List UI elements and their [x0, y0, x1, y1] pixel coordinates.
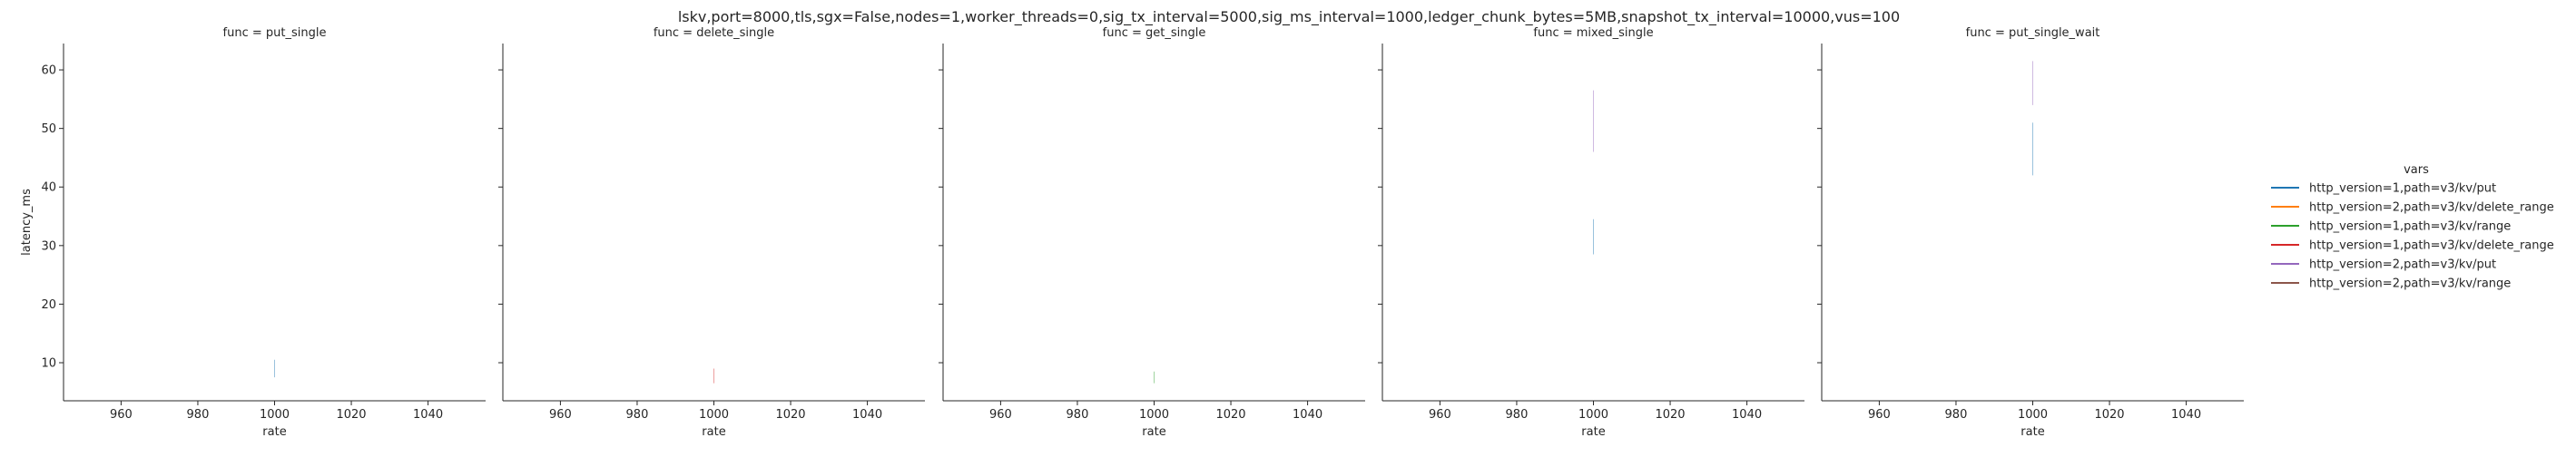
x-tick-label: 980: [187, 408, 210, 422]
legend-label: http_version=2,path=v3/kv/delete_range: [2309, 201, 2554, 215]
panel-title: func = mixed_single: [1533, 26, 1653, 40]
x-tick-label: 1020: [336, 408, 366, 422]
legend-label: http_version=2,path=v3/kv/range: [2309, 277, 2511, 291]
legend-title: vars: [2404, 163, 2429, 177]
panel-title: func = put_single: [223, 26, 327, 40]
x-tick-label: 980: [626, 408, 649, 422]
x-tick-label: 1040: [413, 408, 443, 422]
x-tick-label: 1000: [1139, 408, 1169, 422]
facet-panel: func = put_single_wait 960 980 1000 1020 1040…: [1817, 26, 2244, 439]
x-axis-label: rate: [1142, 425, 1165, 439]
y-tick-label: 20: [41, 298, 56, 312]
panel-title: func = get_single: [1103, 26, 1206, 40]
x-axis-label: rate: [1581, 425, 1605, 439]
panel-title: func = delete_single: [654, 26, 774, 40]
x-axis-label: rate: [2020, 425, 2044, 439]
x-tick-label: 1040: [2171, 408, 2201, 422]
x-axis-label: rate: [702, 425, 725, 439]
facet-panel: func = mixed_single 960 980 1000 1020 1040 rat…: [1378, 26, 1804, 439]
x-tick-label: 1020: [1655, 408, 1685, 422]
legend-label: http_version=1,path=v3/kv/range: [2309, 220, 2511, 234]
x-tick-label: 1040: [1732, 408, 1762, 422]
y-tick-label: 60: [41, 64, 56, 78]
panel-title: func = put_single_wait: [1966, 26, 2100, 40]
y-tick-label: 50: [41, 122, 56, 136]
y-tick-label: 30: [41, 239, 56, 253]
x-tick-label: 1020: [775, 408, 805, 422]
facet-panel: func = delete_single 960 980 1000 1020 1040 ra…: [498, 26, 925, 439]
x-tick-label: 980: [1067, 408, 1089, 422]
chart-title: lskv,port=8000,tls,sgx=False,nodes=1,wor…: [678, 8, 1900, 26]
x-tick-label: 1000: [1578, 408, 1608, 422]
x-tick-label: 960: [110, 408, 133, 422]
legend: vars http_version=1,path=v3/kv/put http_ve…: [2271, 163, 2554, 291]
legend-label: http_version=1,path=v3/kv/delete_range: [2309, 239, 2554, 253]
x-tick-label: 1040: [1293, 408, 1322, 422]
x-tick-label: 1000: [699, 408, 729, 422]
x-axis-label: rate: [262, 425, 286, 439]
y-tick-label: 10: [41, 357, 56, 371]
y-tick-label: 40: [41, 181, 56, 195]
x-tick-label: 960: [1868, 408, 1891, 422]
legend-label: http_version=1,path=v3/kv/put: [2309, 182, 2496, 196]
x-tick-label: 980: [1506, 408, 1529, 422]
x-tick-label: 1040: [852, 408, 882, 422]
x-tick-label: 1000: [260, 408, 290, 422]
x-tick-label: 960: [1429, 408, 1451, 422]
x-tick-label: 1000: [2018, 408, 2048, 422]
x-tick-label: 960: [549, 408, 572, 422]
facet-panel: func = get_single 960 980 1000 1020 1040 rate: [939, 26, 1365, 439]
y-axis-label: latency_ms: [20, 189, 34, 256]
x-tick-label: 980: [1945, 408, 1968, 422]
x-tick-label: 960: [989, 408, 1012, 422]
x-tick-label: 1020: [1215, 408, 1245, 422]
legend-label: http_version=2,path=v3/kv/put: [2309, 258, 2496, 272]
x-tick-label: 1020: [2094, 408, 2124, 422]
